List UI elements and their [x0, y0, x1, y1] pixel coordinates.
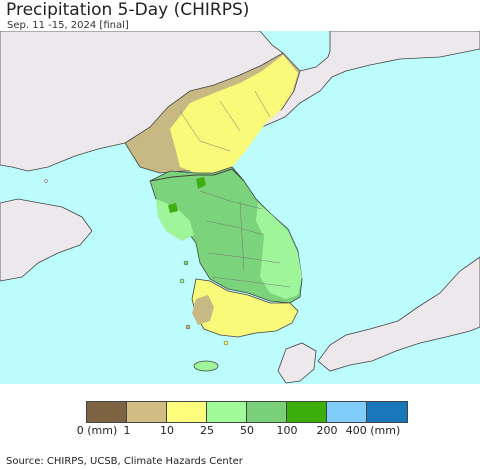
island: [44, 179, 48, 183]
legend-tick-0: 0 (mm): [76, 424, 118, 437]
jeju-island: [193, 360, 219, 372]
island: [179, 278, 185, 284]
light-green-west: [156, 199, 194, 241]
legend-swatch-0: [87, 402, 127, 422]
legend-tick-1: 1: [123, 424, 131, 437]
legend-color-bar: [86, 401, 408, 423]
island: [183, 260, 189, 266]
legend-swatch-4: [247, 402, 287, 422]
map-date-range: Sep. 11 -15, 2024 [final]: [7, 20, 129, 31]
legend-swatch-7: [367, 402, 407, 422]
precipitation-map: [0, 31, 480, 384]
legend-swatch-6: [327, 402, 367, 422]
southwest-dry-patch: [192, 295, 214, 325]
shandong-peninsula: [0, 198, 93, 282]
province-borders: [179, 90, 291, 288]
legend-swatch-5: [287, 402, 327, 422]
north-korea-yellow-region: [170, 55, 298, 173]
island: [185, 324, 191, 330]
legend-swatch-3: [207, 402, 247, 422]
japan-kyushu: [277, 342, 317, 384]
legend-tick-3: 25: [200, 424, 214, 437]
heavy-rain-spot: [196, 177, 206, 189]
legend-tick-2: 10: [160, 424, 174, 437]
legend-tick-4: 50: [240, 424, 254, 437]
data-source: Source: CHIRPS, UCSB, Climate Hazards Ce…: [6, 456, 243, 467]
legend-tick-5: 100: [276, 424, 298, 437]
inter-korean-border: [149, 168, 245, 182]
island: [223, 340, 229, 346]
map-title: Precipitation 5-Day (CHIRPS): [6, 0, 250, 20]
legend-tick-6: 200: [316, 424, 338, 437]
legend-swatch-1: [127, 402, 167, 422]
light-green-region: [256, 203, 302, 299]
heavy-rain-spot-west: [168, 203, 178, 213]
legend-tick-7: 400 (mm): [345, 424, 401, 437]
legend-swatch-2: [167, 402, 207, 422]
japan-honshu: [317, 256, 480, 372]
